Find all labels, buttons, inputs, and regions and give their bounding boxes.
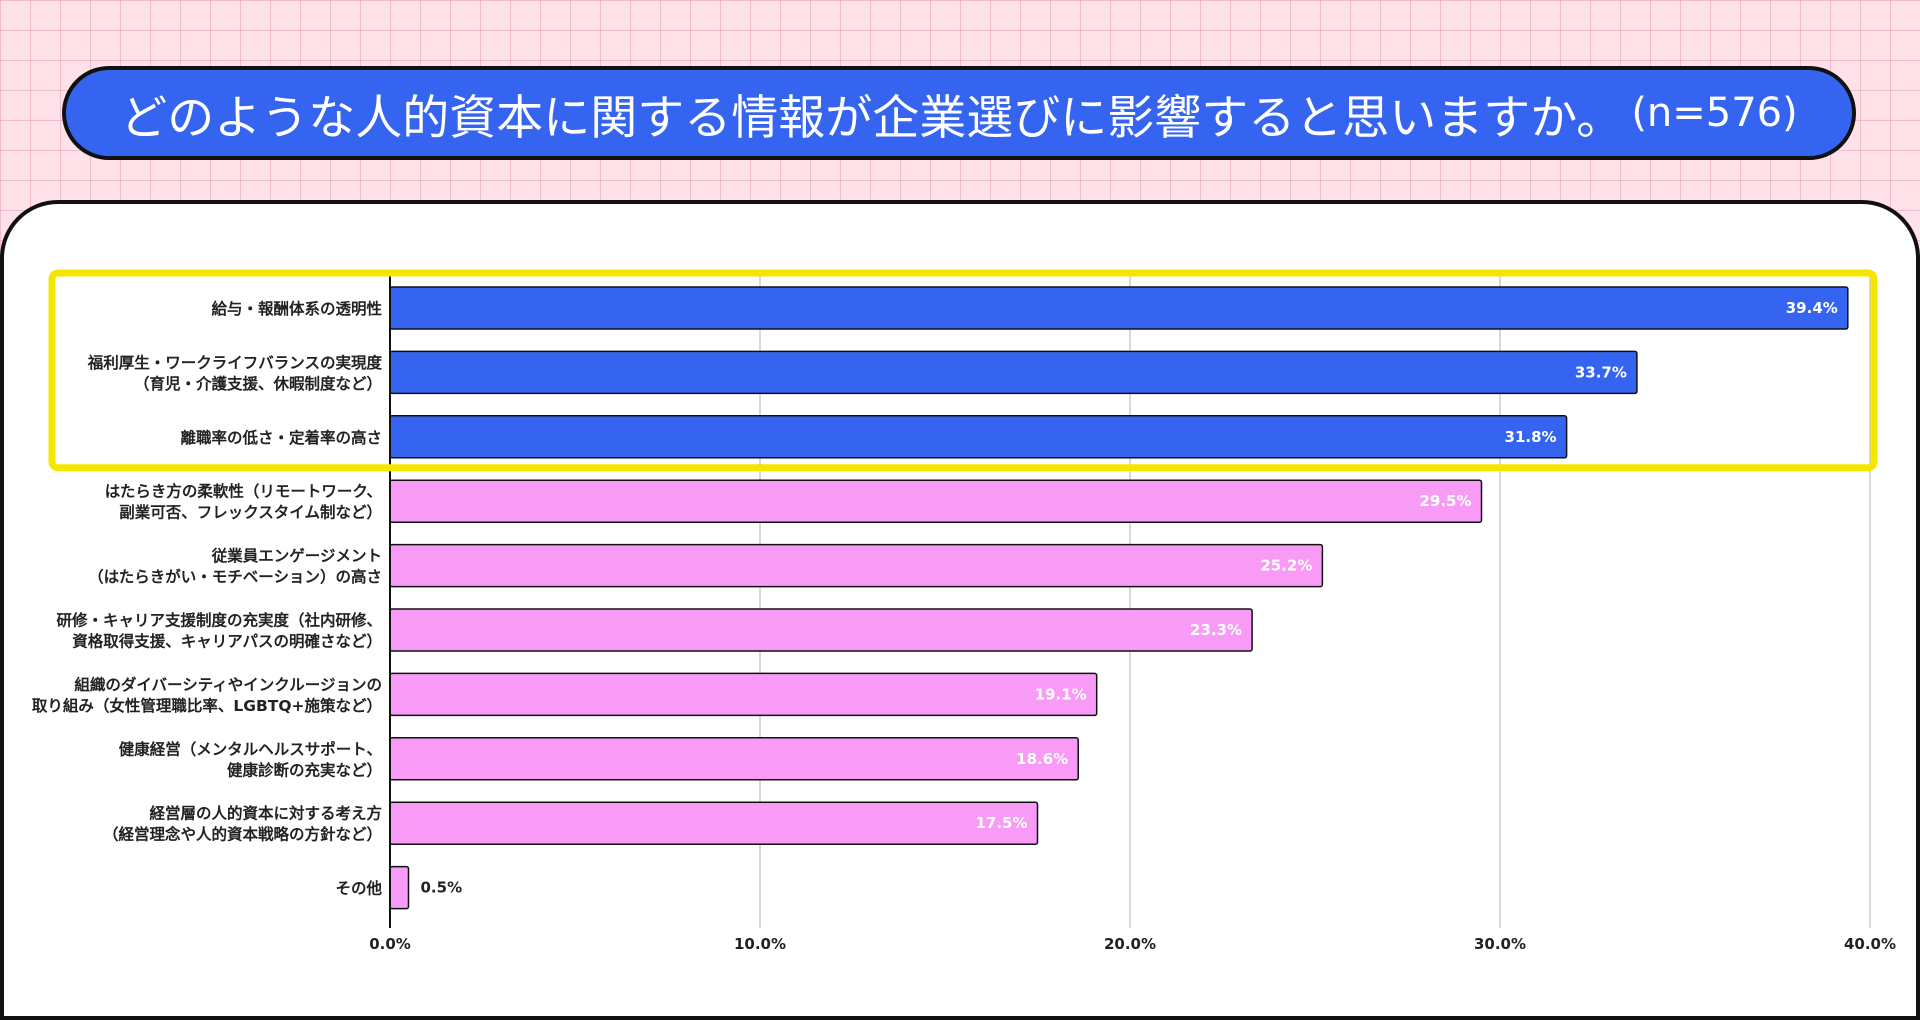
bar <box>389 737 1079 781</box>
category-label: （育児・介護支援、休暇制度など） <box>134 374 382 393</box>
bar <box>389 479 1483 523</box>
x-tick-label: 30.0% <box>1474 935 1526 953</box>
bar <box>389 543 1324 588</box>
category-label: 従業員エンゲージメント <box>211 546 382 565</box>
category-label: （経営理念や人的資本戦略の方針など） <box>103 825 382 844</box>
sample-size: (n=576) <box>1631 90 1798 136</box>
category-label: 組織のダイバーシティやインクルージョンの <box>74 675 382 694</box>
bar <box>389 415 1568 459</box>
x-tick-label: 10.0% <box>734 935 786 953</box>
data-label: 19.1% <box>1035 685 1087 703</box>
data-label: 23.3% <box>1190 621 1242 639</box>
bar <box>389 801 1039 845</box>
bar <box>389 865 410 910</box>
data-label: 33.7% <box>1575 363 1627 381</box>
chart-title: どのような人的資本に関する情報が企業選びに影響すると思いますか。 <box>120 90 1624 146</box>
data-label: 0.5% <box>421 879 463 897</box>
category-label: 副業可否、フレックスタイム制など） <box>119 503 382 522</box>
category-label: 福利厚生・ワークライフバランスの実現度 <box>87 353 383 372</box>
x-tick-label: 20.0% <box>1104 935 1156 953</box>
category-label: 研修・キャリア支援制度の充実度（社内研修、 <box>56 611 382 630</box>
bar <box>389 350 1638 395</box>
data-label: 17.5% <box>975 814 1027 832</box>
bar <box>389 672 1098 717</box>
bar <box>389 286 1849 330</box>
category-label: 給与・報酬体系の透明性 <box>211 299 382 318</box>
x-tick-label: 40.0% <box>1844 935 1896 953</box>
data-label: 31.8% <box>1505 428 1557 446</box>
data-label: 29.5% <box>1419 492 1471 510</box>
data-label: 25.2% <box>1260 557 1312 575</box>
bar <box>389 608 1253 652</box>
category-label: その他 <box>335 879 382 898</box>
category-label: 健康診断の充実など） <box>227 760 382 779</box>
bar-chart: 39.4% 給与・報酬体系の透明性 33.7% 福利厚生・ワークライフバランスの実現度… <box>32 269 1896 953</box>
data-label: 39.4% <box>1786 299 1838 317</box>
category-label: 健康経営（メンタルヘルスサポート、 <box>119 739 382 758</box>
data-label: 18.6% <box>1016 750 1068 768</box>
highlight-frame <box>48 269 1878 472</box>
chart-title-banner: どのような人的資本に関する情報が企業選びに影響すると思いますか。 (n=576) <box>62 66 1856 160</box>
category-label: はたらき方の柔軟性（リモートワーク、 <box>105 482 382 501</box>
x-tick-label: 0.0% <box>369 935 411 953</box>
category-label: （はたらきがい・モチベーション）の高さ <box>88 567 382 586</box>
category-label: 取り組み（女性管理職比率、LGBTQ+施策など） <box>32 696 382 715</box>
chart-panel: 39.4% 給与・報酬体系の透明性 33.7% 福利厚生・ワークライフバランスの実現度… <box>0 200 1920 1020</box>
category-label: 経営層の人的資本に対する考え方 <box>149 804 382 823</box>
category-label: 離職率の低さ・定着率の高さ <box>180 428 382 447</box>
category-label: 資格取得支援、キャリアパスの明確さなど） <box>72 632 382 651</box>
